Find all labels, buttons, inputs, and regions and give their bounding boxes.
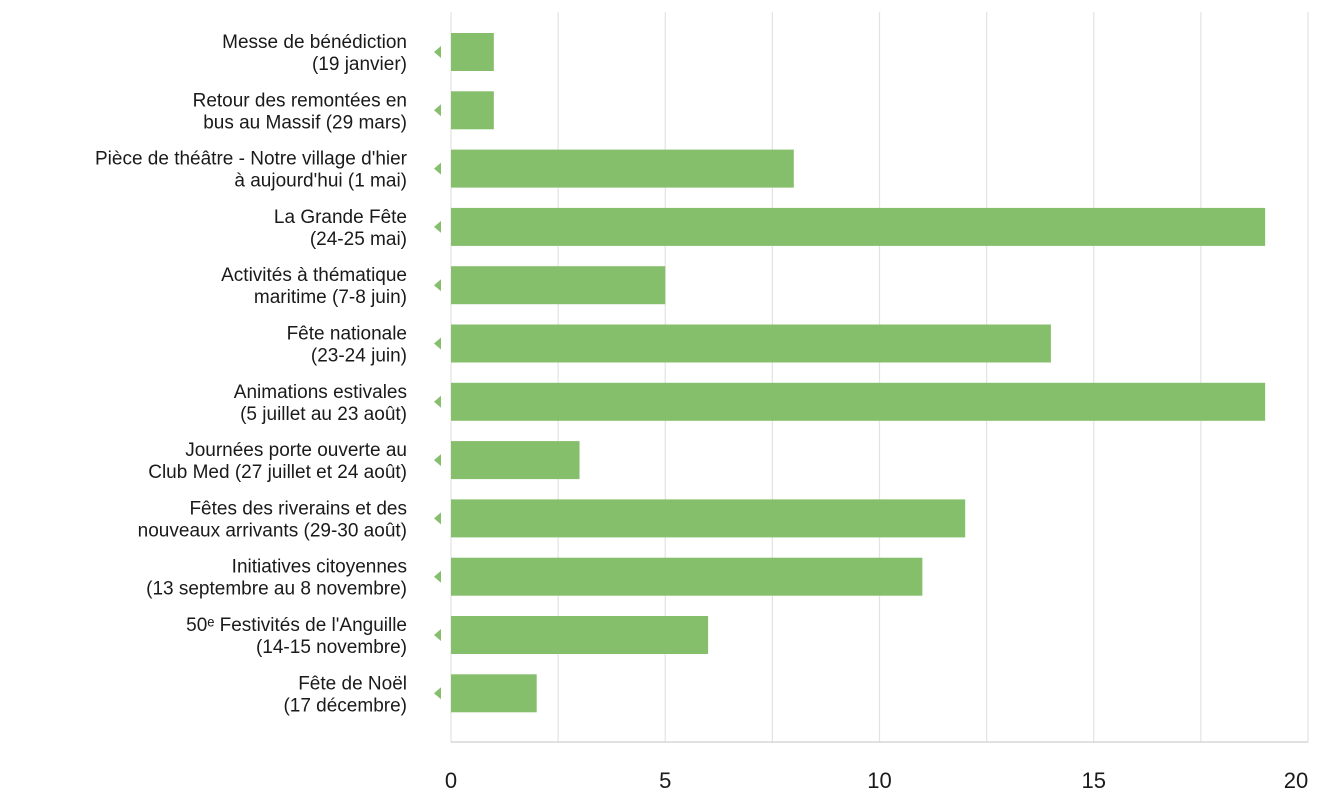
bar xyxy=(451,557,923,596)
bar xyxy=(451,266,666,305)
category-label: Retour des remontées en bus au Massif (29… xyxy=(193,90,407,133)
category-label: Initiatives citoyennes (13 septembre au 8… xyxy=(146,557,407,600)
bar xyxy=(451,207,1266,246)
category-labels: Messe de bénédiction (19 janvier) Retour d… xyxy=(95,32,408,716)
x-tick-label: 0 xyxy=(445,768,457,793)
gridlines xyxy=(450,12,1309,743)
bar xyxy=(451,674,537,713)
category-label: 50ᵉ Festivités de l'Anguille (14-15 novem… xyxy=(186,615,407,658)
bar xyxy=(451,91,494,130)
bar xyxy=(451,324,1051,363)
x-axis-tick-labels: 0 5 10 15 20 xyxy=(445,768,1308,793)
category-markers xyxy=(434,46,441,700)
x-tick-label: 5 xyxy=(659,768,671,793)
x-tick-label: 20 xyxy=(1284,768,1308,793)
bar xyxy=(451,441,580,480)
category-marker xyxy=(434,629,441,641)
category-marker xyxy=(434,512,441,525)
category-label: Fête nationale (23-24 juin) xyxy=(287,324,407,367)
category-marker xyxy=(434,279,441,292)
category-marker xyxy=(434,395,441,408)
category-label: La Grande Fête (24-25 mai) xyxy=(274,207,407,250)
category-label: Activités à thématique maritime (7-8 juin… xyxy=(221,265,407,308)
category-marker xyxy=(434,570,441,583)
bars xyxy=(451,33,1266,713)
category-marker xyxy=(434,220,441,233)
category-marker xyxy=(434,454,441,467)
category-marker xyxy=(434,687,441,700)
category-marker xyxy=(434,337,441,350)
category-label: Pièce de théâtre - Notre village d'hier à… xyxy=(95,149,408,192)
category-label: Journées porte ouverte au Club Med (27 ju… xyxy=(148,440,407,483)
category-marker xyxy=(434,46,441,58)
bar xyxy=(451,499,966,538)
x-tick-label: 10 xyxy=(867,768,891,793)
category-marker xyxy=(434,162,441,175)
category-label: Fête de Noël (17 décembre) xyxy=(283,673,407,716)
bar xyxy=(451,382,1266,421)
bar xyxy=(451,616,709,654)
category-marker xyxy=(434,104,441,117)
bar xyxy=(451,33,494,71)
category-label: Fêtes des riverains et des nouveaux arriv… xyxy=(138,498,407,541)
category-label: Animations estivales (5 juillet au 23 aoû… xyxy=(234,382,407,425)
x-tick-label: 15 xyxy=(1082,768,1106,793)
category-label: Messe de bénédiction (19 janvier) xyxy=(222,32,407,75)
bar xyxy=(451,149,794,188)
